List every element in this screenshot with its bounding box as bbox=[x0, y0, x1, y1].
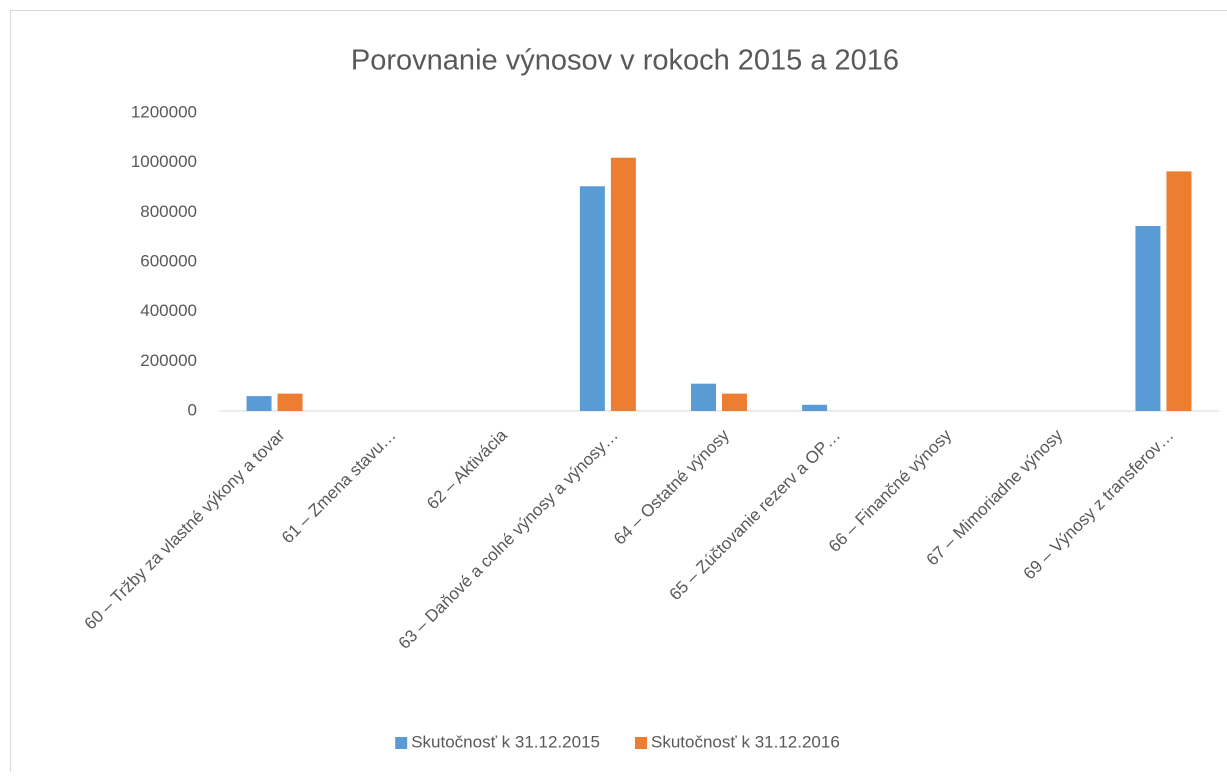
legend-swatch bbox=[635, 737, 647, 749]
y-tick-label: 600000 bbox=[140, 251, 197, 270]
y-tick-label: 1200000 bbox=[131, 102, 197, 121]
bar bbox=[247, 396, 272, 411]
y-tick-label: 800000 bbox=[140, 202, 197, 221]
bar bbox=[611, 158, 636, 411]
y-tick-label: 400000 bbox=[140, 301, 197, 320]
y-tick-label: 200000 bbox=[140, 351, 197, 370]
y-tick-label: 0 bbox=[188, 400, 197, 419]
legend-label: Skutočnosť k 31.12.2016 bbox=[651, 732, 840, 751]
legend-swatch bbox=[395, 737, 407, 749]
bar bbox=[1166, 171, 1191, 411]
bar bbox=[802, 405, 827, 411]
legend-label: Skutočnosť k 31.12.2015 bbox=[411, 732, 600, 751]
y-tick-label: 1000000 bbox=[131, 152, 197, 171]
bar bbox=[278, 394, 303, 411]
bar bbox=[1135, 226, 1160, 411]
bar bbox=[722, 394, 747, 411]
bar bbox=[580, 186, 605, 411]
bar bbox=[691, 384, 716, 411]
chart-title: Porovnanie výnosov v rokoch 2015 a 2016 bbox=[351, 45, 899, 77]
